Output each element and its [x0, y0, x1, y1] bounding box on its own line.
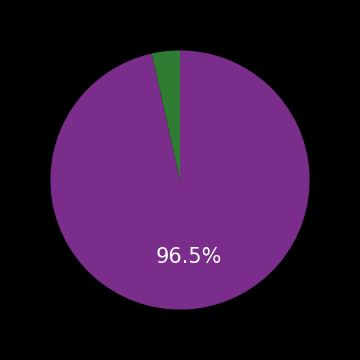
- Wedge shape: [50, 50, 310, 310]
- Wedge shape: [152, 50, 180, 180]
- Text: 96.5%: 96.5%: [156, 247, 222, 267]
